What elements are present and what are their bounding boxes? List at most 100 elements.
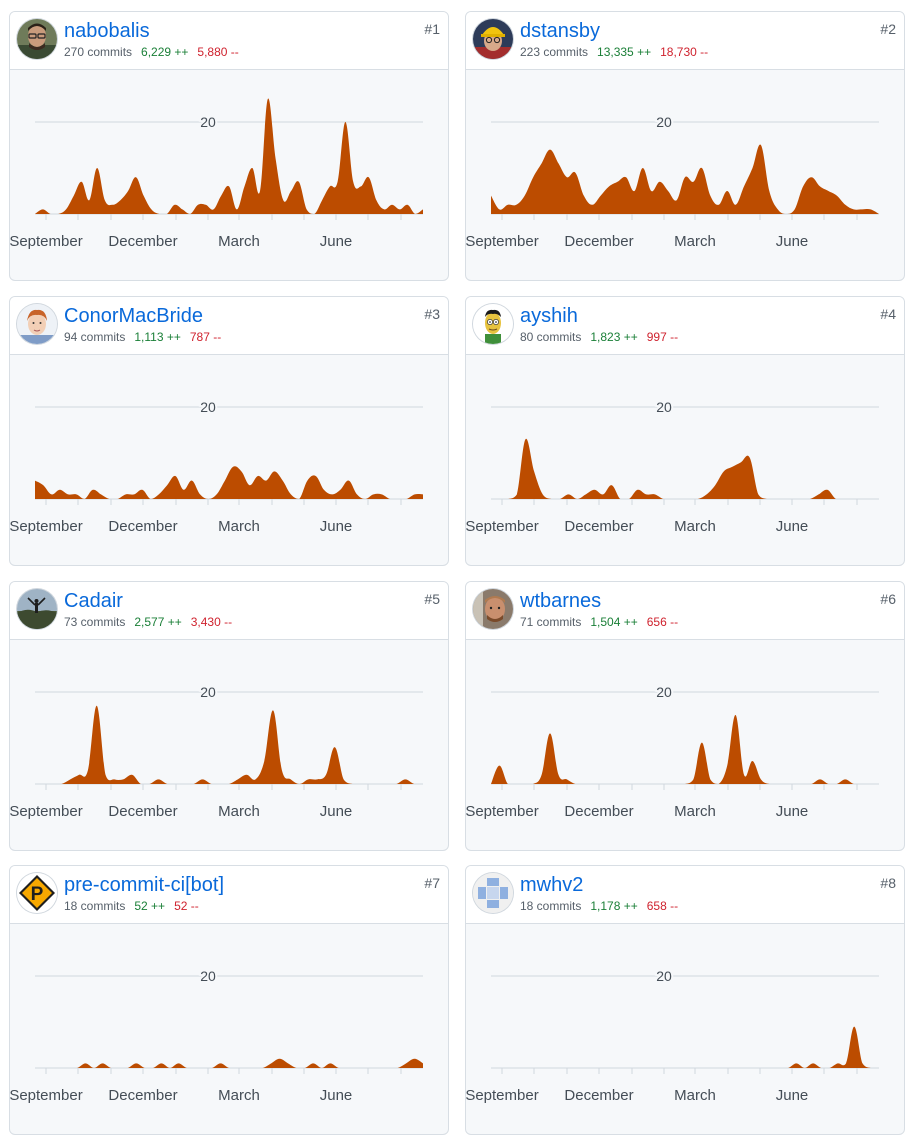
x-tick-label: March	[674, 518, 716, 535]
commit-area-series	[35, 705, 423, 784]
y-tick-label: 20	[200, 399, 216, 415]
commit-count-link[interactable]: 71 commits	[520, 615, 582, 629]
rank-label: #2	[880, 21, 896, 37]
avatar[interactable]	[473, 304, 513, 344]
username-link[interactable]: ayshih	[520, 305, 578, 327]
commit-count-link[interactable]: 94 commits	[64, 330, 126, 344]
commit-count-link[interactable]: 80 commits	[520, 330, 582, 344]
x-tick-label: June	[320, 518, 353, 535]
x-tick-label: June	[320, 803, 353, 820]
avatar-precommit-logo-icon: P	[17, 873, 57, 913]
avatar-photo-selfie-icon	[473, 589, 513, 629]
card-header: ayshih 80 commits 1,823 ++ 997 -- #4	[466, 297, 904, 355]
deletions-count: 52 --	[174, 899, 199, 913]
contribution-stats: 73 commits 2,577 ++ 3,430 --	[64, 615, 232, 629]
commit-area-series	[35, 466, 423, 499]
commit-area-series	[491, 1026, 879, 1068]
y-tick-label: 20	[200, 684, 216, 700]
username-link[interactable]: nabobalis	[64, 20, 150, 42]
rank-label: #6	[880, 591, 896, 607]
x-tick-label: March	[674, 1087, 716, 1104]
contribution-area-chart: 20 September December March June	[10, 397, 423, 535]
card-header: ConorMacBride 94 commits 1,113 ++ 787 -- #3	[10, 297, 448, 355]
x-tick-label: December	[108, 803, 177, 820]
y-tick-label: 20	[656, 968, 672, 984]
commit-count-link[interactable]: 18 commits	[64, 899, 126, 913]
additions-count: 1,823 ++	[590, 330, 638, 344]
rank-label: #1	[424, 21, 440, 37]
avatar[interactable]	[473, 19, 513, 59]
x-tick-label: June	[320, 233, 353, 250]
x-tick-label: June	[776, 803, 809, 820]
card-header: Cadair 73 commits 2,577 ++ 3,430 -- #5	[10, 582, 448, 640]
contributor-card: dstansby 223 commits 13,335 ++ 18,730 -- #2 2…	[465, 11, 905, 281]
contribution-area-chart: 20 September December March June	[466, 397, 879, 535]
commit-area-series	[491, 438, 879, 499]
x-tick-label: March	[674, 803, 716, 820]
x-tick-label: March	[218, 1087, 260, 1104]
contribution-area-chart: 20 September December March June	[10, 98, 423, 250]
x-tick-label: September	[10, 233, 83, 250]
x-tick-label: March	[674, 233, 716, 250]
contributor-card: ConorMacBride 94 commits 1,113 ++ 787 -- #3 2…	[9, 296, 449, 566]
username-link[interactable]: Cadair	[64, 590, 123, 612]
contribution-stats: 223 commits 13,335 ++ 18,730 --	[520, 45, 708, 59]
x-tick-label: June	[776, 1087, 809, 1104]
avatar[interactable]	[17, 589, 57, 629]
contributor-card: ayshih 80 commits 1,823 ++ 997 -- #4 20 Septem…	[465, 296, 905, 566]
username-link[interactable]: ConorMacBride	[64, 305, 203, 327]
deletions-count: 18,730 --	[660, 45, 709, 59]
avatar[interactable]	[17, 19, 57, 59]
contribution-area-chart: 20 September December March June	[466, 112, 879, 250]
additions-count: 1,504 ++	[590, 615, 638, 629]
contribution-area-chart: 20 September December March June	[466, 682, 879, 820]
x-tick-label: September	[466, 233, 539, 250]
avatar[interactable]: P	[17, 873, 57, 913]
rank-label: #7	[424, 875, 440, 891]
contribution-stats: 18 commits 1,178 ++ 658 --	[520, 899, 678, 913]
contribution-area-chart: 20 September December March June	[466, 966, 879, 1104]
deletions-count: 3,430 --	[190, 615, 233, 629]
avatar-cartoon-simpsons-icon	[473, 304, 513, 344]
avatar-cartoon-redhead-icon	[17, 304, 57, 344]
y-tick-label: 20	[656, 114, 672, 130]
svg-text:P: P	[31, 884, 44, 905]
additions-count: 13,335 ++	[597, 45, 652, 59]
card-header: nabobalis 270 commits 6,229 ++ 5,880 -- #1	[10, 12, 448, 70]
commit-count-link[interactable]: 223 commits	[520, 45, 589, 59]
additions-count: 1,178 ++	[590, 899, 638, 913]
deletions-count: 5,880 --	[197, 45, 239, 59]
x-tick-label: June	[776, 518, 809, 535]
contributor-card: nabobalis 270 commits 6,229 ++ 5,880 -- #1 20…	[9, 11, 449, 281]
contribution-stats: 71 commits 1,504 ++ 656 --	[520, 615, 678, 629]
rank-label: #5	[424, 591, 440, 607]
x-tick-label: September	[466, 803, 539, 820]
contributor-card: wtbarnes 71 commits 1,504 ++ 656 -- #6 20 Sept…	[465, 581, 905, 851]
x-tick-label: March	[218, 518, 260, 535]
commit-area-series	[491, 714, 879, 784]
contribution-area-chart: 20 September December March June	[10, 682, 423, 820]
username-link[interactable]: pre-commit-ci[bot]	[64, 874, 225, 896]
x-tick-label: March	[218, 803, 260, 820]
x-tick-label: December	[564, 1087, 633, 1104]
y-tick-label: 20	[200, 114, 216, 130]
card-header: dstansby 223 commits 13,335 ++ 18,730 -- #2	[466, 12, 904, 70]
contribution-stats: 270 commits 6,229 ++ 5,880 --	[64, 45, 239, 59]
x-tick-label: September	[10, 803, 83, 820]
commit-count-link[interactable]: 73 commits	[64, 615, 126, 629]
avatar[interactable]	[473, 873, 513, 913]
x-tick-label: December	[108, 233, 177, 250]
username-link[interactable]: dstansby	[520, 20, 601, 42]
commit-count-link[interactable]: 270 commits	[64, 45, 133, 59]
username-link[interactable]: mwhv2	[520, 874, 584, 896]
avatar-photo-landscape-icon	[17, 589, 57, 629]
y-tick-label: 20	[656, 684, 672, 700]
avatar[interactable]	[17, 304, 57, 344]
x-tick-label: June	[776, 233, 809, 250]
username-link[interactable]: wtbarnes	[520, 590, 602, 612]
additions-count: 52 ++	[134, 899, 166, 913]
commit-count-link[interactable]: 18 commits	[520, 899, 582, 913]
avatar[interactable]	[473, 589, 513, 629]
additions-count: 1,113 ++	[134, 330, 181, 344]
